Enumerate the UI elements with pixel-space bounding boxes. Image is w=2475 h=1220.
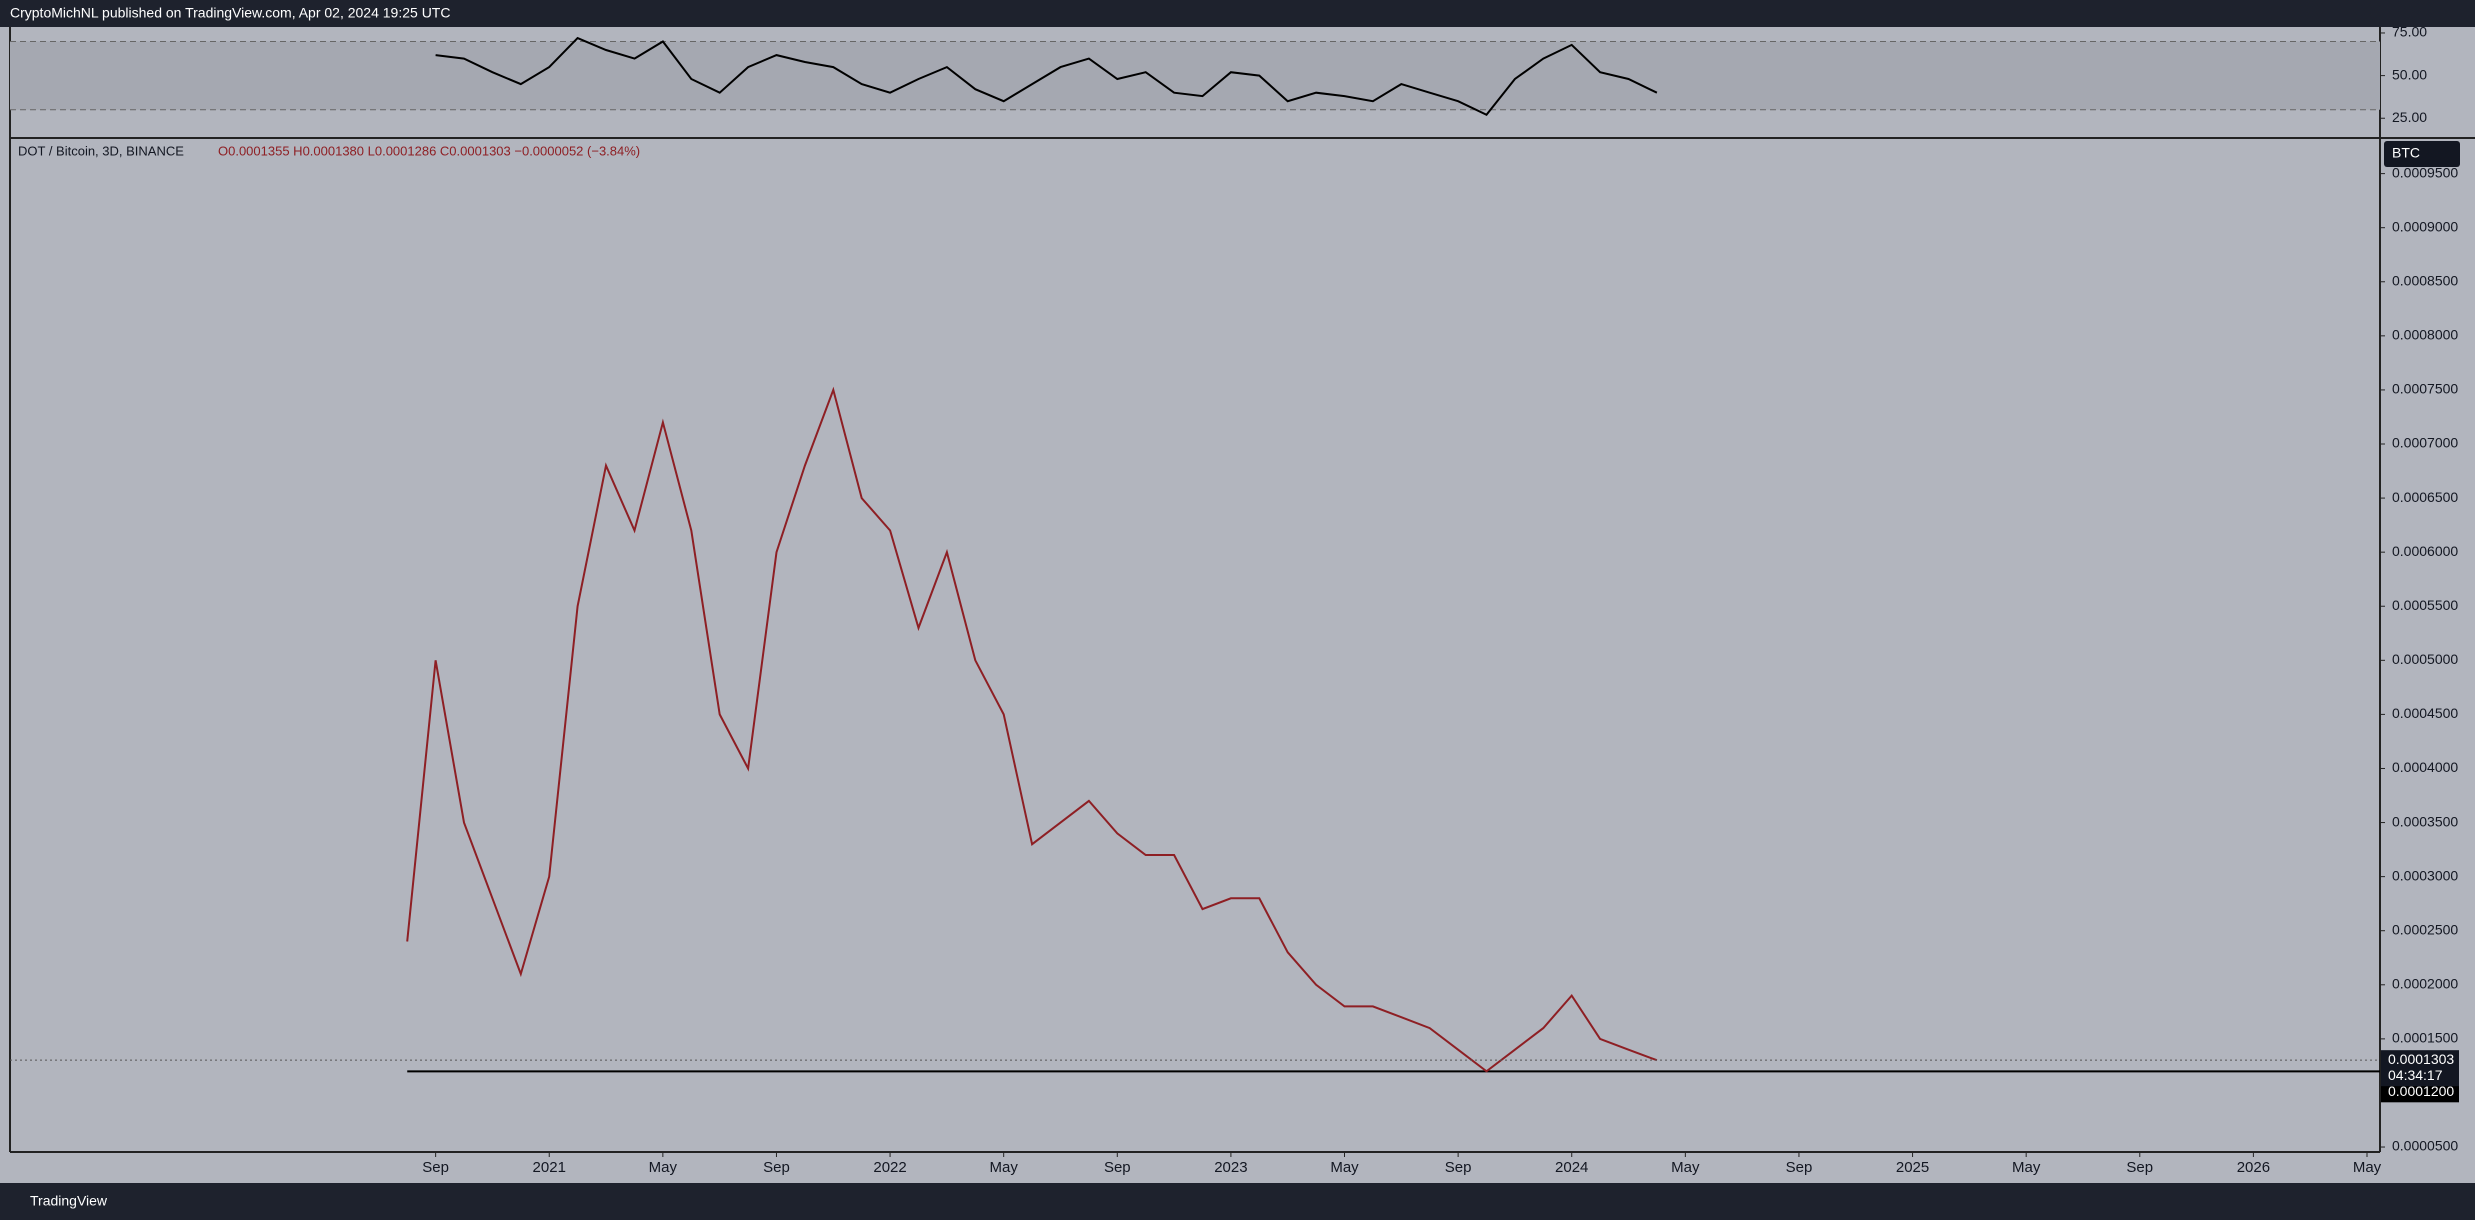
y-tick-label: 0.0005000 xyxy=(2392,651,2458,667)
y-tick-label: 0.0000500 xyxy=(2392,1138,2458,1154)
countdown: 04:34:17 xyxy=(2388,1067,2443,1083)
ohlc-values: O0.0001355 H0.0001380 L0.0001286 C0.0001… xyxy=(218,143,640,158)
y-tick-label: 0.0002000 xyxy=(2392,975,2458,991)
y-tick-label: 0.0009000 xyxy=(2392,218,2458,234)
y-tick-label: 25.00 xyxy=(2392,109,2427,125)
price-badge xyxy=(2381,1082,2459,1103)
y-tick-label: 0.0006500 xyxy=(2392,489,2458,505)
y-tick-label: 0.0001500 xyxy=(2392,1030,2458,1046)
y-tick-label: 0.0003500 xyxy=(2392,813,2458,829)
y-tick-label: 0.0003000 xyxy=(2392,867,2458,883)
x-tick-label: 2024 xyxy=(1555,1159,1588,1176)
y-tick-label: 50.00 xyxy=(2392,66,2427,82)
brand[interactable]: TradingView xyxy=(30,1193,108,1209)
x-tick-label: Sep xyxy=(422,1159,449,1176)
y-tick-label: 0.0009500 xyxy=(2392,164,2458,180)
x-tick-label: May xyxy=(1330,1159,1359,1176)
x-tick-label: 2021 xyxy=(533,1159,566,1176)
series-line xyxy=(406,386,1658,1073)
x-tick-label: Sep xyxy=(1786,1159,1813,1176)
x-tick-label: May xyxy=(649,1159,678,1176)
y-tick-label: 0.0004000 xyxy=(2392,759,2458,775)
y-tick-label: 0.0007000 xyxy=(2392,435,2458,451)
rsi-band xyxy=(10,41,2380,110)
currency-badge[interactable] xyxy=(2384,141,2460,167)
x-tick-label: May xyxy=(2012,1159,2041,1176)
y-tick-label: 75.00 xyxy=(2392,24,2427,40)
y-tick-label: 0.0006000 xyxy=(2392,543,2458,559)
y-tick-label: 0.0007500 xyxy=(2392,381,2458,397)
last-price-label: 0.0001303 xyxy=(2388,1051,2454,1067)
series-line xyxy=(435,36,1658,117)
x-tick-label: Sep xyxy=(2126,1159,2153,1176)
price-badge-label: 0.0001200 xyxy=(2388,1083,2454,1099)
x-tick-label: Sep xyxy=(1104,1159,1131,1176)
last-price-badge xyxy=(2381,1050,2459,1087)
y-tick-label: 0.0008000 xyxy=(2392,327,2458,343)
x-tick-label: Sep xyxy=(1445,1159,1472,1176)
x-tick-label: 2022 xyxy=(873,1159,906,1176)
x-tick-label: May xyxy=(1671,1159,1700,1176)
y-tick-label: 0.0002500 xyxy=(2392,921,2458,937)
y-tick-label: 0.0005500 xyxy=(2392,597,2458,613)
x-tick-label: May xyxy=(990,1159,1019,1176)
top-bar xyxy=(0,0,2475,27)
x-tick-label: Sep xyxy=(763,1159,790,1176)
y-tick-label: 0.0008500 xyxy=(2392,272,2458,288)
currency-label: BTC xyxy=(2392,145,2420,161)
symbol-title: DOT / Bitcoin, 3D, BINANCE xyxy=(18,143,184,158)
x-tick-label: 2023 xyxy=(1214,1159,1247,1176)
x-tick-label: 2026 xyxy=(2237,1159,2270,1176)
x-tick-label: 2025 xyxy=(1896,1159,1929,1176)
x-tick-label: May xyxy=(2353,1159,2382,1176)
bottom-bar xyxy=(0,1183,2475,1220)
chart-area xyxy=(0,27,2475,1183)
y-tick-label: 0.0004500 xyxy=(2392,705,2458,721)
publish-info: CryptoMichNL published on TradingView.co… xyxy=(10,5,450,21)
